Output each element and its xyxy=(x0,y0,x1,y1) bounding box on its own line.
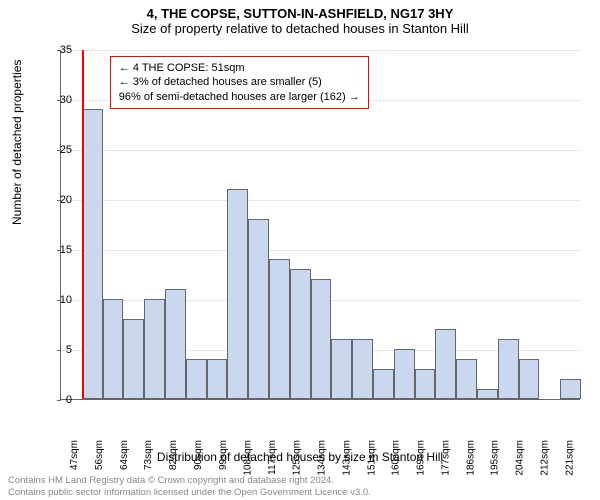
gridline xyxy=(61,250,581,251)
ytick-label: 20 xyxy=(42,194,72,206)
histogram-bar xyxy=(394,349,415,399)
ytick-label: 35 xyxy=(42,44,72,56)
histogram-bar xyxy=(477,389,498,399)
gridline xyxy=(61,200,581,201)
annotation-box: ← 4 THE COPSE: 51sqm← 3% of detached hou… xyxy=(110,56,369,109)
histogram-bar xyxy=(248,219,269,399)
plot-region: ← 4 THE COPSE: 51sqm← 3% of detached hou… xyxy=(60,50,580,400)
ytick-label: 10 xyxy=(42,294,72,306)
marker-line xyxy=(82,50,84,399)
histogram-bar xyxy=(269,259,290,399)
histogram-bar xyxy=(165,289,186,399)
y-axis-label: Number of detached properties xyxy=(10,60,24,225)
title-block: 4, THE COPSE, SUTTON-IN-ASHFIELD, NG17 3… xyxy=(0,0,600,36)
title-line-2: Size of property relative to detached ho… xyxy=(0,21,600,36)
histogram-bar xyxy=(82,109,103,399)
annotation-line: ← 3% of detached houses are smaller (5) xyxy=(119,75,360,89)
ytick-label: 0 xyxy=(42,394,72,406)
histogram-bar xyxy=(519,359,540,399)
histogram-bar xyxy=(352,339,373,399)
footer-line-2: Contains public sector information licen… xyxy=(8,487,371,498)
histogram-bar xyxy=(331,339,352,399)
footer-attribution: Contains HM Land Registry data © Crown c… xyxy=(8,475,371,498)
histogram-bar xyxy=(456,359,477,399)
histogram-bar xyxy=(103,299,124,399)
histogram-bar xyxy=(373,369,394,399)
histogram-bar xyxy=(144,299,165,399)
gridline xyxy=(61,50,581,51)
x-axis-label: Distribution of detached houses by size … xyxy=(0,450,600,464)
histogram-bar xyxy=(415,369,436,399)
ytick-label: 5 xyxy=(42,344,72,356)
ytick-label: 30 xyxy=(42,94,72,106)
annotation-line: ← 4 THE COPSE: 51sqm xyxy=(119,61,360,75)
chart-area: ← 4 THE COPSE: 51sqm← 3% of detached hou… xyxy=(60,50,580,400)
histogram-bar xyxy=(311,279,332,399)
ytick-label: 25 xyxy=(42,144,72,156)
histogram-bar xyxy=(186,359,207,399)
ytick-label: 15 xyxy=(42,244,72,256)
annotation-line: 96% of semi-detached houses are larger (… xyxy=(119,90,360,104)
histogram-bar xyxy=(498,339,519,399)
chart-container: 4, THE COPSE, SUTTON-IN-ASHFIELD, NG17 3… xyxy=(0,0,600,500)
histogram-bar xyxy=(435,329,456,399)
histogram-bar xyxy=(560,379,581,399)
histogram-bar xyxy=(290,269,311,399)
histogram-bar xyxy=(227,189,248,399)
gridline xyxy=(61,150,581,151)
footer-line-1: Contains HM Land Registry data © Crown c… xyxy=(8,475,371,486)
title-line-1: 4, THE COPSE, SUTTON-IN-ASHFIELD, NG17 3… xyxy=(0,6,600,21)
histogram-bar xyxy=(207,359,228,399)
histogram-bar xyxy=(123,319,144,399)
